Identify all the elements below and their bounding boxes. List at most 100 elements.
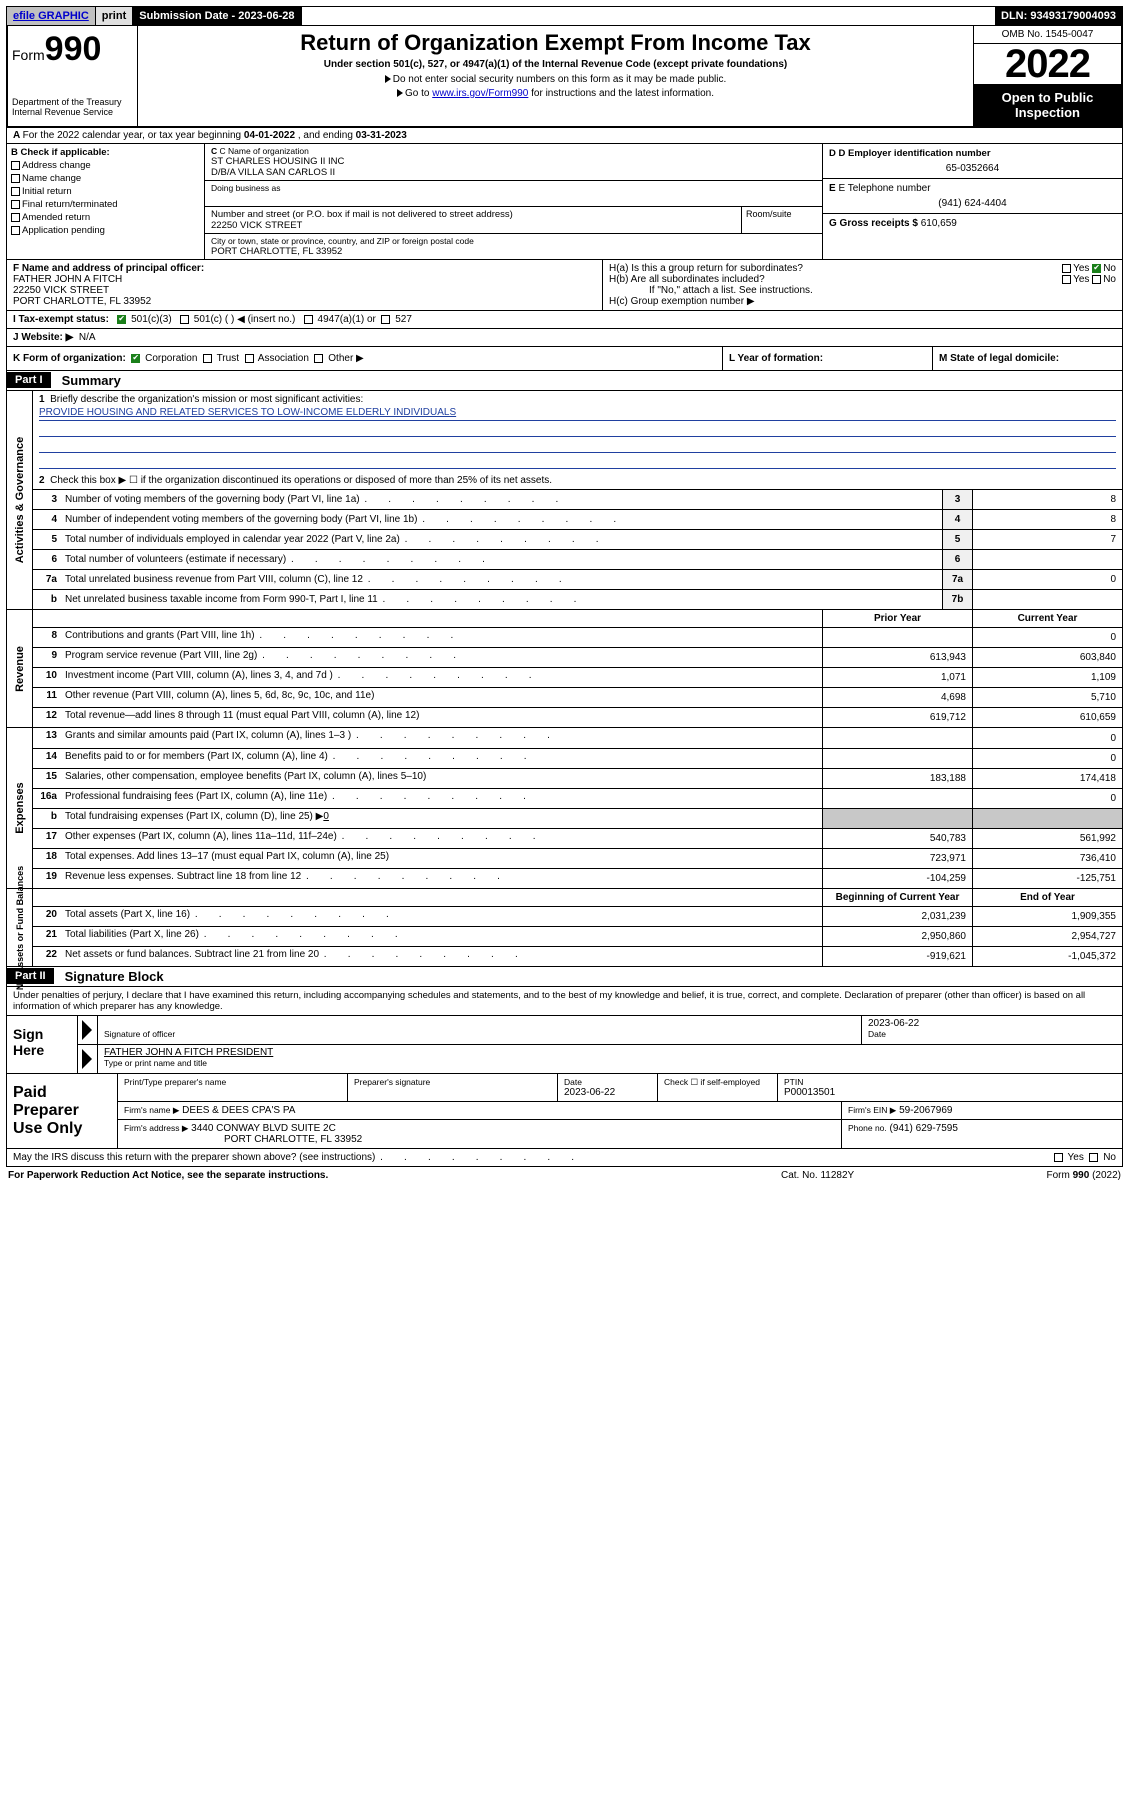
opt-address-change[interactable]: Address change (11, 160, 200, 171)
prior-year-hdr: Prior Year (822, 610, 972, 627)
p9: 613,943 (822, 648, 972, 667)
checkbox-icon[interactable] (314, 354, 323, 363)
l16a-text: Professional fundraising fees (Part IX, … (61, 789, 822, 808)
checkbox-icon[interactable] (11, 226, 20, 235)
checkbox-icon[interactable] (180, 315, 189, 324)
top-bar: efile GRAPHIC print Submission Date - 20… (6, 6, 1123, 26)
l6-text: Total number of volunteers (estimate if … (61, 552, 942, 567)
side-label-governance: Activities & Governance (7, 391, 33, 609)
irs-link[interactable]: www.irs.gov/Form990 (432, 88, 528, 99)
prep-date: 2023-06-22 (564, 1087, 651, 1098)
signature-section: Under penalties of perjury, I declare th… (6, 987, 1123, 1074)
line-8: 8Contributions and grants (Part VIII, li… (33, 627, 1122, 647)
l19-text: Revenue less expenses. Subtract line 18 … (61, 869, 822, 888)
c12: 610,659 (972, 708, 1122, 727)
l22-text: Net assets or fund balances. Subtract li… (61, 947, 822, 966)
firm-addr2: PORT CHARLOTTE, FL 33952 (224, 1134, 362, 1145)
checkbox-checked-icon[interactable] (117, 315, 126, 324)
checkbox-icon[interactable] (11, 213, 20, 222)
line-19: 19Revenue less expenses. Subtract line 1… (33, 868, 1122, 888)
val-4: 8 (972, 510, 1122, 529)
c10: 1,109 (972, 668, 1122, 687)
revenue-content: Prior YearCurrent Year 8Contributions an… (33, 610, 1122, 727)
line-7a: 7aTotal unrelated business revenue from … (33, 569, 1122, 589)
expenses-section: Expenses 13Grants and similar amounts pa… (6, 728, 1123, 889)
ptin: P00013501 (784, 1087, 1116, 1098)
val-7a: 0 (972, 570, 1122, 589)
hb-row: H(b) Are all subordinates included? Yes … (609, 274, 1116, 285)
b20: 2,031,239 (822, 907, 972, 926)
form-subtitle-3: Go to www.irs.gov/Form990 for instructio… (144, 88, 967, 99)
open-to-public: Open to Public Inspection (974, 84, 1121, 126)
trust-opt: Trust (217, 353, 239, 364)
opt-amended[interactable]: Amended return (11, 212, 200, 223)
m-label: M State of legal domicile: (939, 353, 1059, 364)
l16b-val: 0 (323, 811, 329, 822)
part2-header-row: Part II Signature Block (6, 967, 1123, 987)
e21: 2,954,727 (972, 927, 1122, 946)
opt-name-change[interactable]: Name change (11, 173, 200, 184)
governance-section: Activities & Governance 1 Briefly descri… (6, 391, 1123, 610)
h2: Preparer's signature (354, 1077, 551, 1087)
checkbox-icon[interactable] (1062, 264, 1071, 273)
side-text: Expenses (14, 782, 26, 833)
k-label: K Form of organization: (13, 353, 126, 364)
dln-label: DLN: 93493179004093 (995, 7, 1122, 25)
officer-addr: 22250 VICK STREET (13, 285, 109, 296)
box-7a: 7a (942, 570, 972, 589)
checkbox-icon[interactable] (11, 187, 20, 196)
opt-label: Final return/terminated (22, 199, 118, 210)
checkbox-icon[interactable] (1062, 275, 1071, 284)
hb-note: If "No," attach a list. See instructions… (609, 285, 1116, 296)
checkbox-icon[interactable] (11, 174, 20, 183)
opt-label: Initial return (22, 186, 72, 197)
l4-text: Number of independent voting members of … (61, 512, 942, 527)
governance-content: 1 Briefly describe the organization's mi… (33, 391, 1122, 609)
checkbox-icon[interactable] (1054, 1153, 1063, 1162)
efile-graphic-link[interactable]: efile GRAPHIC (7, 7, 96, 25)
ein-value: 65-0352664 (829, 163, 1116, 174)
opt-final-return[interactable]: Final return/terminated (11, 199, 200, 210)
opt-app-pending[interactable]: Application pending (11, 225, 200, 236)
col-headers: Prior YearCurrent Year (33, 610, 1122, 627)
arrow-icon (82, 1049, 92, 1069)
sign-right: Signature of officer 2023-06-22Date FATH… (77, 1016, 1122, 1073)
checkbox-checked-icon[interactable] (1092, 264, 1101, 273)
val-3: 8 (972, 490, 1122, 509)
discuss-text: May the IRS discuss this return with the… (13, 1152, 1054, 1163)
street-label: Number and street (or P.O. box if mail i… (211, 209, 735, 220)
efile-link-text[interactable]: efile GRAPHIC (13, 10, 89, 22)
checkbox-icon[interactable] (11, 200, 20, 209)
e20: 1,909,355 (972, 907, 1122, 926)
box-h: H(a) Is this a group return for subordin… (602, 260, 1122, 310)
checkbox-icon[interactable] (203, 354, 212, 363)
firm-ein-lbl: Firm's EIN ▶ (848, 1105, 896, 1115)
checkbox-icon[interactable] (304, 315, 313, 324)
l-block: L Year of formation: (722, 347, 932, 370)
ein-label: D Employer identification number (839, 148, 991, 159)
line-9: 9Program service revenue (Part VIII, lin… (33, 647, 1122, 667)
city-label: City or town, state or province, country… (211, 236, 816, 246)
officer-name-title: FATHER JOHN A FITCH PRESIDENT (104, 1047, 1116, 1058)
checkbox-icon[interactable] (381, 315, 390, 324)
f3-pre: Form (1047, 1170, 1073, 1181)
checkbox-checked-icon[interactable] (131, 354, 140, 363)
ssn-warning: Do not enter social security numbers on … (393, 74, 726, 85)
checkbox-icon[interactable] (1089, 1153, 1098, 1162)
opt-initial-return[interactable]: Initial return (11, 186, 200, 197)
k-block: K Form of organization: Corporation Trus… (7, 347, 722, 370)
checkbox-icon[interactable] (1092, 275, 1101, 284)
print-button[interactable]: print (96, 7, 133, 25)
hc-text: H(c) Group exemption number ▶ (609, 296, 1116, 307)
line-22: 22Net assets or fund balances. Subtract … (33, 946, 1122, 966)
net-col-headers: Beginning of Current YearEnd of Year (33, 889, 1122, 906)
sig-row-1: Signature of officer 2023-06-22Date (78, 1016, 1122, 1044)
mission-block: 1 Briefly describe the organization's mi… (33, 391, 1122, 472)
f-label: F Name and address of principal officer: (13, 263, 204, 274)
city-block: City or town, state or province, country… (205, 234, 822, 259)
i-label: I Tax-exempt status: (13, 314, 109, 325)
tax-exempt-row: I Tax-exempt status: 501(c)(3) 501(c) ( … (6, 311, 1123, 329)
checkbox-icon[interactable] (11, 161, 20, 170)
checkbox-icon[interactable] (245, 354, 254, 363)
l13-text: Grants and similar amounts paid (Part IX… (61, 728, 822, 748)
